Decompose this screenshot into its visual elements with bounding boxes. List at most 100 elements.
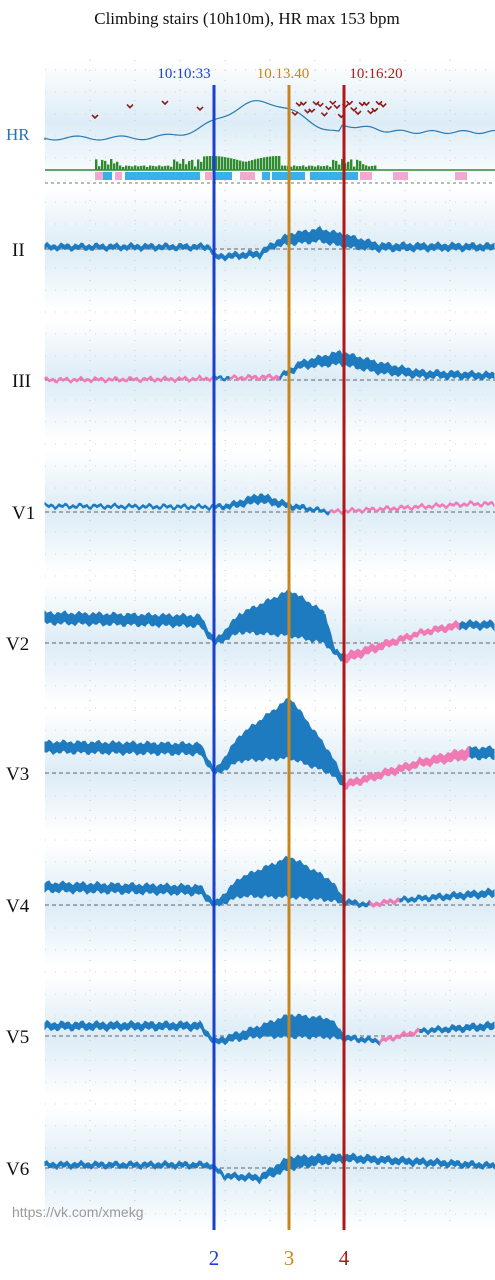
lead-wave — [344, 1034, 380, 1047]
lead-wave — [44, 610, 200, 629]
activity-bar — [371, 165, 374, 170]
beat-mark — [371, 107, 379, 113]
activity-bar — [356, 159, 359, 170]
marker-number: 4 — [339, 1246, 350, 1270]
lead-label: V3 — [6, 764, 29, 785]
lead-wave — [344, 756, 420, 790]
activity-bar — [299, 166, 302, 170]
lead-wave — [214, 734, 240, 777]
lead-wave — [44, 1159, 210, 1171]
activity-bar — [254, 159, 257, 170]
beat-mark — [295, 102, 303, 107]
beat-mark — [320, 112, 328, 117]
activity-bar — [260, 157, 263, 170]
marker-number: 3 — [284, 1246, 295, 1270]
beat-mark — [379, 103, 387, 108]
lead-wave — [399, 887, 495, 904]
activity-bar — [104, 160, 107, 170]
beat-mark — [362, 101, 370, 107]
activity-strip — [125, 172, 200, 180]
activity-bar — [341, 159, 344, 170]
beat-mark — [350, 107, 358, 112]
activity-bar — [188, 161, 191, 170]
activity-bar — [176, 161, 179, 170]
activity-bar — [155, 166, 158, 170]
activity-strip — [115, 172, 122, 180]
activity-strip — [214, 172, 232, 180]
lead-wave — [259, 242, 275, 261]
beat-mark — [367, 109, 375, 115]
activity-bar — [98, 166, 101, 170]
beat-mark — [375, 100, 383, 106]
activity-bar — [308, 165, 311, 170]
activity-bar — [320, 166, 323, 170]
beat-mark — [291, 111, 299, 117]
lead-label: II — [12, 240, 25, 261]
activity-bar — [284, 165, 287, 170]
activity-bar — [173, 159, 176, 170]
activity-bar — [191, 159, 194, 170]
activity-bar — [101, 159, 104, 170]
lead-label: V5 — [6, 1027, 29, 1048]
lead-wave — [344, 1152, 495, 1170]
activity-bar — [374, 165, 377, 170]
lead-wave — [214, 1025, 260, 1046]
activity-bar — [269, 156, 272, 170]
activity-bar — [302, 165, 305, 170]
activity-bar — [296, 166, 299, 170]
hr-label: HR — [6, 125, 30, 144]
activity-bar — [146, 166, 149, 170]
lead-wave — [44, 739, 200, 757]
marker-time: 10:16:20 — [349, 66, 402, 82]
activity-bar — [143, 165, 146, 170]
activity-bar — [137, 166, 140, 170]
background — [45, 60, 495, 1230]
lead-wave — [214, 612, 240, 648]
activity-bar — [329, 166, 332, 170]
activity-strip — [103, 172, 112, 180]
activity-bar — [203, 156, 206, 170]
activity-bar — [140, 165, 143, 170]
activity-bar — [266, 156, 269, 170]
activity-bar — [365, 165, 368, 170]
activity-bar — [224, 157, 227, 170]
activity-bar — [164, 165, 167, 170]
beat-mark — [196, 106, 204, 112]
lead-wave — [214, 249, 260, 262]
activity-bar — [107, 164, 110, 170]
activity-bar — [167, 165, 170, 170]
activity-bar — [233, 159, 236, 170]
activity-bar — [215, 156, 218, 170]
activity-bar — [359, 161, 362, 170]
lead-wave — [44, 880, 200, 897]
lead-wave — [419, 1020, 495, 1036]
lead-wave — [44, 501, 210, 512]
lead-wave — [419, 368, 495, 381]
activity-bar — [197, 159, 200, 170]
activity-bar — [131, 166, 134, 170]
activity-bar — [170, 166, 173, 170]
activity-bar — [275, 156, 278, 170]
activity-bar — [368, 166, 371, 170]
watermark: https://vk.com/xmekg — [12, 1204, 143, 1220]
activity-bar — [257, 158, 260, 170]
hr-trend — [44, 100, 495, 141]
waveforms — [44, 100, 495, 1185]
marker-number: 2 — [209, 1246, 220, 1270]
activity-strip — [240, 172, 255, 180]
lead-label: V1 — [12, 503, 35, 524]
activity-bar — [353, 166, 356, 170]
activity-strip — [205, 172, 212, 180]
activity-bar — [278, 156, 281, 170]
activity-bar — [134, 165, 137, 170]
activity-bar — [119, 165, 122, 170]
lead-wave — [344, 629, 420, 664]
beat-mark — [354, 110, 362, 116]
activity-bar — [149, 165, 152, 170]
activity-bar — [236, 159, 239, 170]
title: Climbing stairs (10h10m), HR max 153 bpm — [94, 9, 400, 28]
activity-bar — [185, 164, 188, 170]
beat-mark — [346, 100, 354, 106]
